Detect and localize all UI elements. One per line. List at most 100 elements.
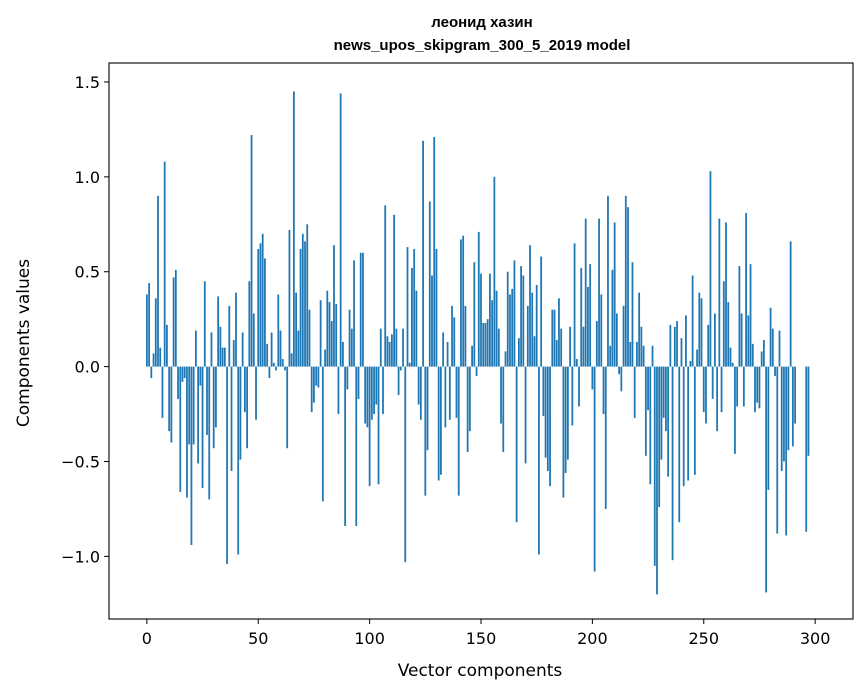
bar [736, 366, 739, 407]
bar [529, 245, 531, 367]
bar [235, 292, 237, 367]
bar [379, 328, 382, 367]
bar [653, 366, 656, 566]
bar [691, 275, 694, 367]
bar [511, 288, 514, 367]
bar [484, 322, 487, 367]
bar [558, 298, 560, 367]
bar [321, 366, 324, 502]
bar [582, 326, 585, 367]
bar [237, 366, 240, 555]
bar [319, 300, 322, 367]
bar [446, 341, 449, 367]
bar [627, 207, 629, 367]
bar [428, 201, 431, 367]
bar [190, 366, 193, 545]
bar [524, 366, 527, 464]
bar [462, 235, 465, 367]
bar [702, 366, 705, 413]
bar [729, 347, 732, 367]
bar [783, 366, 785, 462]
bar [292, 91, 295, 367]
bar [589, 264, 592, 367]
bar [330, 321, 333, 367]
bar [431, 275, 433, 367]
bar [629, 341, 632, 367]
bar [656, 366, 658, 595]
bar [727, 302, 730, 367]
bar [166, 324, 168, 367]
bar [791, 366, 794, 447]
bar [638, 292, 641, 367]
bar [747, 315, 750, 367]
bar [493, 176, 496, 367]
bar [598, 218, 600, 367]
bar [342, 341, 344, 367]
bar [711, 366, 714, 399]
bar [355, 366, 358, 527]
bar [642, 345, 645, 367]
bar [437, 366, 440, 481]
bar [644, 366, 647, 456]
bar [624, 195, 627, 367]
bar [500, 366, 502, 424]
bar [157, 195, 159, 367]
bar [424, 366, 427, 496]
bar [232, 340, 235, 367]
bar [774, 366, 776, 377]
bar [705, 366, 707, 424]
bar [509, 294, 511, 367]
bar [413, 248, 416, 367]
bar [564, 366, 567, 473]
bar [658, 366, 661, 508]
bar [763, 340, 765, 367]
bar [716, 366, 719, 432]
bar [698, 292, 701, 367]
bar [219, 326, 222, 367]
bar [468, 366, 471, 432]
bar [551, 309, 554, 367]
bar [573, 243, 576, 367]
bar [328, 302, 331, 367]
y-axis-ticks: 1.5 1.0 0.5 0.0 −0.5 −1.0 [61, 73, 109, 566]
x-tick-label: 50 [248, 629, 268, 648]
bar [676, 321, 678, 367]
bar [453, 317, 456, 367]
bar [546, 366, 549, 471]
bar [486, 319, 489, 367]
bar [250, 135, 253, 367]
bar [404, 366, 407, 563]
bar [647, 366, 649, 411]
bar [199, 366, 202, 386]
bar [749, 264, 752, 367]
bar [154, 298, 157, 367]
bar [163, 161, 166, 367]
bar [526, 305, 529, 367]
bar [346, 366, 349, 390]
bar [324, 349, 326, 367]
bar [522, 275, 525, 367]
x-tick-label: 200 [577, 629, 608, 648]
bar [540, 256, 543, 367]
bar [261, 233, 264, 367]
bar [252, 313, 255, 367]
bar [268, 366, 271, 379]
bar [444, 366, 447, 428]
bar [226, 366, 228, 564]
bar [335, 303, 338, 367]
bar [758, 366, 761, 409]
bar [520, 266, 522, 367]
plot-frame [108, 62, 854, 620]
bar [464, 305, 467, 367]
bar [593, 366, 596, 572]
x-tick-label: 250 [688, 629, 719, 648]
bar [489, 273, 491, 367]
bar [286, 366, 289, 449]
bar [301, 233, 304, 367]
bar [780, 366, 783, 471]
bar [584, 218, 587, 367]
bar [208, 366, 211, 500]
x-tick-label: 0 [142, 629, 152, 648]
bar [270, 332, 273, 367]
y-tick-label: 0.0 [75, 358, 100, 377]
